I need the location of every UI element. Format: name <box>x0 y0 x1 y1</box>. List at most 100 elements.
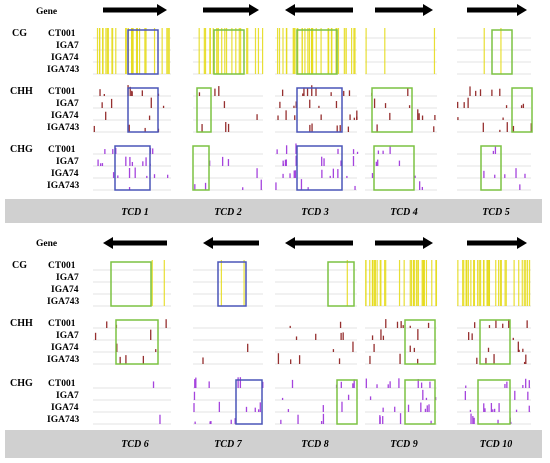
gene-label: Gene <box>36 239 57 249</box>
methylation-site <box>373 98 376 108</box>
methylation-site <box>523 361 526 364</box>
methylation-site <box>384 103 387 108</box>
methylation-site <box>198 92 201 96</box>
tcd-label: TCD 6 <box>121 439 149 450</box>
methylation-site <box>382 335 385 340</box>
methylation-site <box>433 126 435 132</box>
methylation-site <box>409 325 411 328</box>
methylation-site <box>353 117 355 120</box>
methylation-site <box>99 163 102 166</box>
methylation-site <box>144 127 146 132</box>
methylation-site <box>168 28 170 74</box>
line-label: CT001 <box>48 379 76 389</box>
methylation-site <box>141 90 143 96</box>
methylation-site <box>320 421 323 424</box>
methylation-site <box>482 122 484 132</box>
methylation-site <box>488 325 491 328</box>
methylation-site <box>295 143 297 154</box>
methylation-site <box>239 377 242 388</box>
methylation-site <box>490 403 493 412</box>
methylation-site <box>356 110 358 120</box>
methylation-site <box>289 173 291 178</box>
methylation-site <box>491 89 493 96</box>
highlight-box-green <box>327 261 355 307</box>
methylation-site <box>129 156 131 166</box>
methylation-site <box>106 28 108 74</box>
methylation-site <box>425 260 428 306</box>
methylation-site <box>311 28 313 74</box>
methylation-site <box>245 406 248 412</box>
methylation-site <box>380 329 382 340</box>
methylation-site <box>98 28 101 74</box>
methylation-site <box>125 28 127 74</box>
context-label-chh: CHH <box>10 86 33 97</box>
methylation-site <box>167 28 169 74</box>
methylation-site <box>488 260 490 306</box>
methylation-site <box>142 355 145 364</box>
methylation-site <box>506 381 508 388</box>
methylation-site <box>203 28 205 74</box>
tcd-label-row: TCD 6 TCD 7 TCD 8 TCD 9 TCD 10 <box>121 439 512 450</box>
highlight-box-green <box>336 379 358 425</box>
methylation-site <box>321 156 323 166</box>
highlight-box-blue <box>217 261 247 307</box>
tcd-label-row: TCD 1 TCD 2 TCD 3 TCD 4 TCD 5 <box>121 207 510 218</box>
methylation-site <box>365 378 367 388</box>
methylation-site <box>128 167 131 178</box>
methylation-site <box>282 163 284 166</box>
methylation-site <box>276 28 279 74</box>
context-label-cg: CG <box>12 260 27 271</box>
methylation-site <box>209 421 211 424</box>
methylation-site <box>369 260 371 306</box>
methylation-site <box>351 28 353 74</box>
methylation-site <box>434 114 436 120</box>
methylation-site <box>352 383 354 388</box>
methylation-site <box>165 319 167 328</box>
methylation-site <box>342 332 344 340</box>
methylation-site <box>193 391 196 400</box>
methylation-site <box>194 379 196 388</box>
gene-arrow-right-icon <box>467 4 527 16</box>
methylation-site <box>337 148 339 154</box>
methylation-site <box>218 86 220 96</box>
line-label: IGA7 <box>56 391 79 401</box>
methylation-site <box>356 116 358 120</box>
line-label: IGA74 <box>51 111 79 121</box>
methylation-site <box>526 260 529 306</box>
methylation-site <box>144 28 146 74</box>
methylation-site <box>155 349 157 352</box>
methylation-site <box>371 173 374 178</box>
highlight-box-blue <box>127 29 159 75</box>
methylation-site <box>528 380 530 388</box>
methylation-site <box>247 28 249 74</box>
methylation-site <box>315 333 317 340</box>
methylation-site <box>285 145 288 154</box>
methylation-site <box>145 157 147 166</box>
tcd-label: TCD 2 <box>214 207 242 218</box>
gene-arrow-right-icon <box>375 4 433 16</box>
panel-2: Gene CG CT001 IGA7 IGA74 IGA743 CHH CT00… <box>5 237 542 458</box>
methylation-site <box>257 409 260 412</box>
methylation-site <box>323 158 325 166</box>
methylation-site <box>403 260 405 306</box>
methylation-site <box>311 123 313 132</box>
methylation-site <box>413 260 415 306</box>
methylation-site <box>131 28 133 74</box>
methylation-site <box>322 405 324 412</box>
gene-arrow-right-icon <box>203 4 259 16</box>
methylation-site <box>159 414 161 424</box>
methylation-site <box>421 186 423 190</box>
gene-arrow-left-icon <box>203 237 259 249</box>
methylation-site <box>242 187 244 190</box>
methylation-site <box>285 28 288 74</box>
context-label-chh: CHH <box>10 318 33 329</box>
methylation-site <box>472 416 474 424</box>
methylation-site <box>290 359 292 364</box>
methylation-site <box>302 93 304 96</box>
methylation-site <box>260 179 262 190</box>
methylation-site <box>162 105 165 108</box>
methylation-site <box>247 343 249 352</box>
methylation-site <box>282 28 284 74</box>
methylation-site <box>279 101 281 108</box>
methylation-site <box>385 260 387 306</box>
